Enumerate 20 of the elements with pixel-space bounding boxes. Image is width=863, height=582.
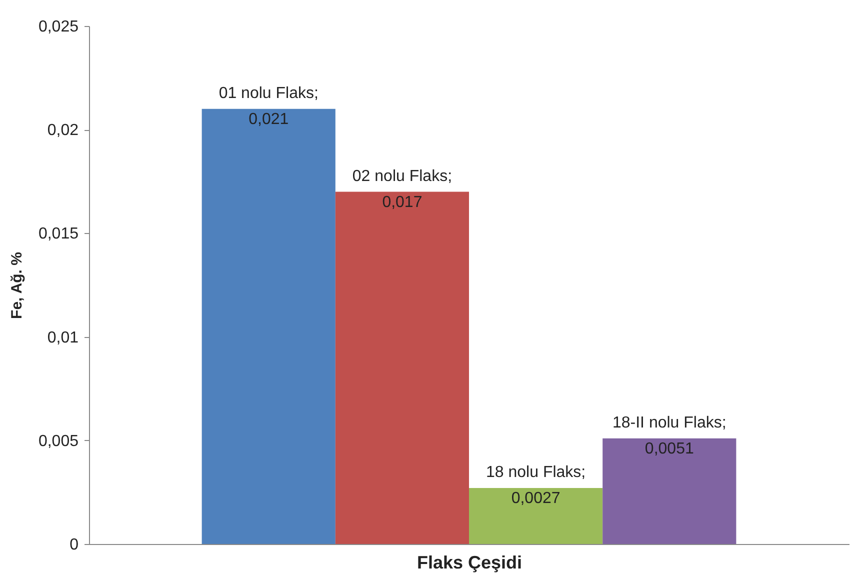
y-tick-label: 0,025 [38, 18, 79, 36]
data-label: 0,0027 [511, 490, 560, 508]
data-label: 0,021 [248, 110, 289, 128]
y-tick-label: 0,02 [47, 122, 79, 140]
y-tick-label: 0,005 [38, 432, 79, 450]
bar [469, 488, 603, 544]
series-label: 02 nolu Flaks; [352, 168, 452, 185]
y-tick-label: 0 [70, 536, 79, 554]
bar [202, 108, 336, 544]
y-axis-title: Fe, Ağ. % [8, 252, 26, 319]
series-label: 01 nolu Flaks; [218, 84, 318, 102]
bar [602, 438, 736, 544]
y-tick-label: 0,015 [38, 226, 79, 243]
x-axis-title: Flaks Çeşidi [416, 552, 522, 572]
y-tick-label: 0,01 [47, 329, 79, 346]
series-label: 18-II nolu Flaks; [612, 414, 726, 432]
data-label: 0,0051 [644, 440, 694, 458]
bar [335, 192, 469, 544]
series-label: 18 nolu Flaks; [486, 464, 586, 482]
data-label: 0,017 [382, 194, 422, 211]
